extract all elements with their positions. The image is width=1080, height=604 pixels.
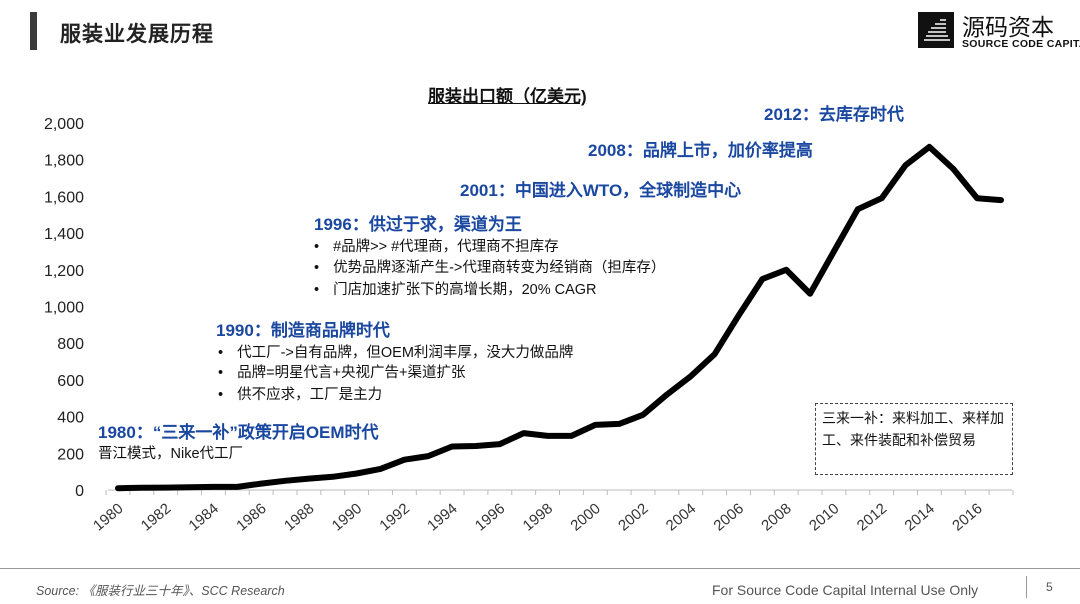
y-tick-label: 1,200 (44, 263, 84, 280)
annotation-2012-heading: 2012：去库存时代 (764, 105, 904, 124)
y-axis: 0 200 400 600 800 1,000 1,200 1,400 1,600 1,800 2,… (44, 116, 84, 500)
note-box: 三来一补：来料加工、来样加工、来件装配和补偿贸易 (815, 403, 1013, 475)
internal-use-note: For Source Code Capital Internal Use Onl… (712, 582, 979, 598)
x-tick-label: 1994 (424, 500, 460, 534)
x-tick-label: 2010 (806, 500, 842, 534)
annotation-1996-bullet: 门店加速扩张下的高增长期，20% CAGR (314, 278, 596, 299)
annotation-1996-bullet: #品牌>> #代理商，代理商不担库存 (314, 235, 559, 256)
x-tick-label: 2004 (663, 500, 699, 534)
annotation-1996-bullet: 优势品牌逐渐产生->代理商转变为经销商（担库存） (314, 256, 665, 277)
annotation-1980-heading: 1980：“三来一补”政策开启OEM时代 (98, 423, 379, 442)
line-chart: 0 200 400 600 800 1,000 1,200 1,400 1,600 1,800 2,… (44, 116, 1014, 535)
annotation-1990-bullet: 供不应求，工厂是主力 (218, 383, 382, 404)
chart-title: 服装出口额（亿美元) (428, 87, 587, 106)
y-tick-label: 1,000 (44, 300, 84, 317)
y-tick-label: 2,000 (44, 116, 84, 133)
annotation-1996-heading: 1996：供过于求，渠道为王 (314, 215, 522, 234)
y-tick-label: 0 (75, 483, 84, 500)
y-tick-label: 600 (57, 373, 84, 390)
x-tick-label: 2008 (758, 500, 794, 534)
annotation-1990-bullet: 代工厂->自有品牌，但OEM利润丰厚，没大力做品牌 (218, 341, 573, 362)
x-tick-label: 2012 (854, 500, 890, 534)
y-tick-label: 400 (57, 410, 84, 427)
source-note: Source: 《服装行业三十年》、SCC Research (36, 584, 285, 598)
x-tick-label: 2016 (949, 500, 985, 534)
page-number: 5 (1046, 580, 1053, 594)
x-tick-label: 2014 (901, 500, 937, 534)
x-tick-label: 1992 (376, 500, 412, 534)
x-tick-label: 2002 (615, 500, 651, 534)
x-tick-label: 1986 (233, 500, 269, 534)
page-title: 服装业发展历程 (60, 23, 214, 46)
x-tick-label: 1982 (138, 500, 174, 534)
logo-text-en: SOURCE CODE CAPITAL (962, 38, 1080, 50)
annotation-1980-line: 晋江模式，Nike代工厂 (98, 446, 244, 462)
annotation-1990-bullet: 品牌=明星代言+央视广告+渠道扩张 (218, 361, 465, 382)
x-axis: 1980 1982 1984 1986 1988 1990 1992 1994 1996 1998… (90, 489, 1014, 535)
footer-divider (0, 568, 1080, 569)
series-line (115, 143, 1004, 492)
x-tick-label: 1990 (329, 500, 365, 534)
x-tick-label: 1996 (472, 500, 508, 534)
header-accent-bar (30, 12, 37, 50)
annotation-2008-heading: 2008：品牌上市，加价率提高 (588, 141, 813, 160)
y-tick-label: 1,800 (44, 153, 84, 170)
x-tick-label: 1988 (281, 500, 317, 534)
x-tick-label: 2006 (711, 500, 747, 534)
y-tick-label: 800 (57, 336, 84, 353)
annotation-2001-heading: 2001：中国进入WTO，全球制造中心 (460, 181, 742, 200)
annotation-1990-heading: 1990：制造商品牌时代 (216, 321, 390, 340)
y-tick-label: 1,400 (44, 226, 84, 243)
page-divider (1026, 576, 1027, 598)
logo-text-cn: 源码资本 (962, 15, 1054, 41)
x-tick-label: 2000 (567, 500, 603, 534)
y-tick-label: 200 (57, 446, 84, 463)
y-tick-label: 1,600 (44, 189, 84, 206)
x-tick-label: 1980 (90, 500, 126, 534)
logo-icon (918, 12, 954, 48)
x-tick-label: 1984 (186, 500, 222, 534)
x-tick-label: 1998 (520, 500, 556, 534)
